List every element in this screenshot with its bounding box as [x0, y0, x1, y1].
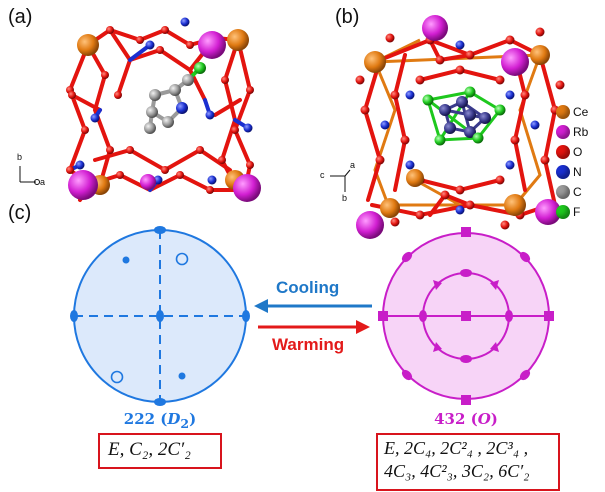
- symmetry-elements-222: E, C₂, 2C′₂: [108, 439, 191, 460]
- axis-b-c-label: c: [320, 170, 325, 180]
- legend-label-n: N: [573, 165, 582, 179]
- group-symbol-d: D: [167, 410, 181, 428]
- group-label-432: 432 (O): [434, 410, 498, 428]
- stereogram-432: [378, 227, 554, 405]
- legend-dot-n: [556, 165, 570, 179]
- legend-item-o: O: [556, 145, 582, 159]
- legend-item-n: N: [556, 165, 582, 179]
- legend-dot-o: [556, 145, 570, 159]
- legend-label-ce: Ce: [573, 105, 589, 119]
- legend-label-rb: Rb: [573, 125, 589, 139]
- legend-dot-rb: [556, 125, 570, 139]
- group-number-222: 222: [123, 410, 156, 428]
- legend-label-o: O: [573, 145, 583, 159]
- axis-a-a-label: a: [40, 177, 46, 187]
- legend-item-c: C: [556, 185, 582, 199]
- legend-label-c: C: [573, 185, 582, 199]
- legend-dot-c: [556, 185, 570, 199]
- warming-arrow: [258, 320, 370, 334]
- group-number-432: 432: [434, 410, 466, 428]
- warming-label: Warming: [272, 335, 345, 354]
- legend-item-rb: Rb: [556, 125, 588, 139]
- legend-dot-ce: [556, 105, 570, 119]
- legend-item-f: F: [556, 205, 580, 219]
- group-symbol-o: O: [477, 410, 491, 428]
- group-subscript-2: 2: [180, 416, 190, 431]
- axis-b-b-label: b: [342, 193, 348, 203]
- panel-label-c: (c): [8, 202, 32, 224]
- structure-a: [19, 17, 261, 202]
- symmetry-box-222: E, C₂, 2C′₂: [98, 433, 222, 469]
- legend-dot-f: [556, 205, 570, 219]
- axis-b-a-label: a: [350, 160, 356, 170]
- symmetry-elements-432-line1: E, 2C₄, 2C²₄ , 2C³₄ ,: [384, 438, 529, 458]
- symmetry-elements-432-line2: 4C₃, 4C²₃, 3C₂, 6C′₂: [384, 461, 530, 481]
- axis-a-b-label: b: [17, 152, 23, 162]
- stereogram-222: [70, 226, 250, 406]
- group-label-222: 222 (D2): [123, 410, 197, 431]
- panel-label-a: (a): [8, 6, 33, 28]
- structure-b: [330, 15, 565, 239]
- legend-item-ce: Ce: [556, 105, 588, 119]
- legend-label-f: F: [573, 205, 581, 219]
- symmetry-box-432: E, 2C₄, 2C²₄ , 2C³₄ , 4C₃, 4C²₃, 3C₂, 6C…: [376, 433, 560, 491]
- cooling-arrow: [254, 299, 372, 313]
- cooling-label: Cooling: [276, 278, 340, 297]
- panel-label-b: (b): [335, 6, 360, 28]
